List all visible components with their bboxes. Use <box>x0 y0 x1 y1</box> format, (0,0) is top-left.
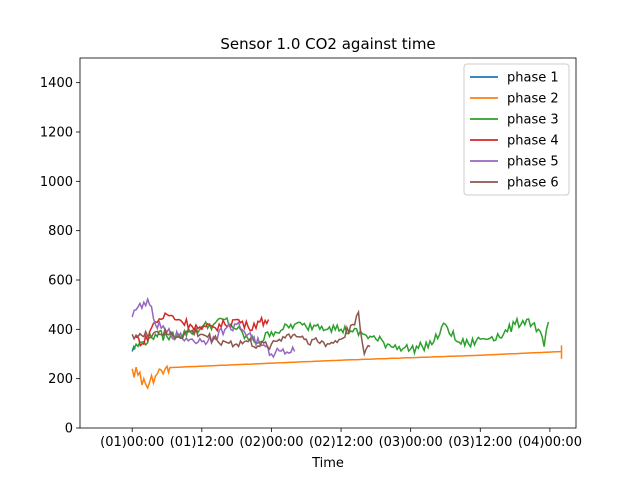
y-tick-label: 1200 <box>40 126 73 141</box>
y-tick-label: 0 <box>65 422 73 437</box>
legend: phase 1 phase 2 phase 3 phase 4 phase 5 phase… <box>463 63 570 196</box>
legend-label: phase 6 <box>507 176 559 191</box>
y-tick-label: 1400 <box>40 76 73 91</box>
x-tick-label: (02)00:00 <box>239 435 303 450</box>
y-tick-label: 600 <box>48 274 73 289</box>
x-axis-ticks: (01)00:00 (01)12:00 (02)00:00 (02)12:00 (03)… <box>100 428 582 450</box>
legend-frame <box>463 63 570 196</box>
legend-label: phase 2 <box>507 92 559 107</box>
y-tick-label: 800 <box>48 224 73 239</box>
x-tick-label: (02)12:00 <box>309 435 373 450</box>
plot-frame <box>79 57 577 429</box>
series-line-6 <box>131 309 371 357</box>
x-tick-label: (04)00:00 <box>518 435 582 450</box>
chart-title: Sensor 1.0 CO2 against time <box>220 35 435 53</box>
y-tick-label: 200 <box>48 372 73 387</box>
x-tick-label: (03)00:00 <box>379 435 443 450</box>
legend-label: phase 1 <box>507 71 559 86</box>
x-axis-label: Time <box>311 456 344 471</box>
legend-label: phase 4 <box>507 134 559 149</box>
y-tick-label: 1000 <box>40 175 73 190</box>
series-line-2 <box>131 345 563 390</box>
series-layer <box>131 296 563 390</box>
x-tick-label: (01)12:00 <box>170 435 234 450</box>
series-line-4 <box>134 312 270 348</box>
plot-area: (01)00:00 (01)12:00 (02)00:00 (02)12:00 (03)… <box>40 57 582 450</box>
legend-label: phase 3 <box>507 113 559 128</box>
y-axis-ticks: 0 200 400 600 800 1000 1200 1400 <box>40 76 80 437</box>
x-tick-label: (03)12:00 <box>448 435 512 450</box>
series-line-3 <box>132 316 550 356</box>
legend-label: phase 5 <box>507 155 559 170</box>
x-tick-label: (01)00:00 <box>100 435 164 450</box>
y-tick-label: 400 <box>48 323 73 338</box>
